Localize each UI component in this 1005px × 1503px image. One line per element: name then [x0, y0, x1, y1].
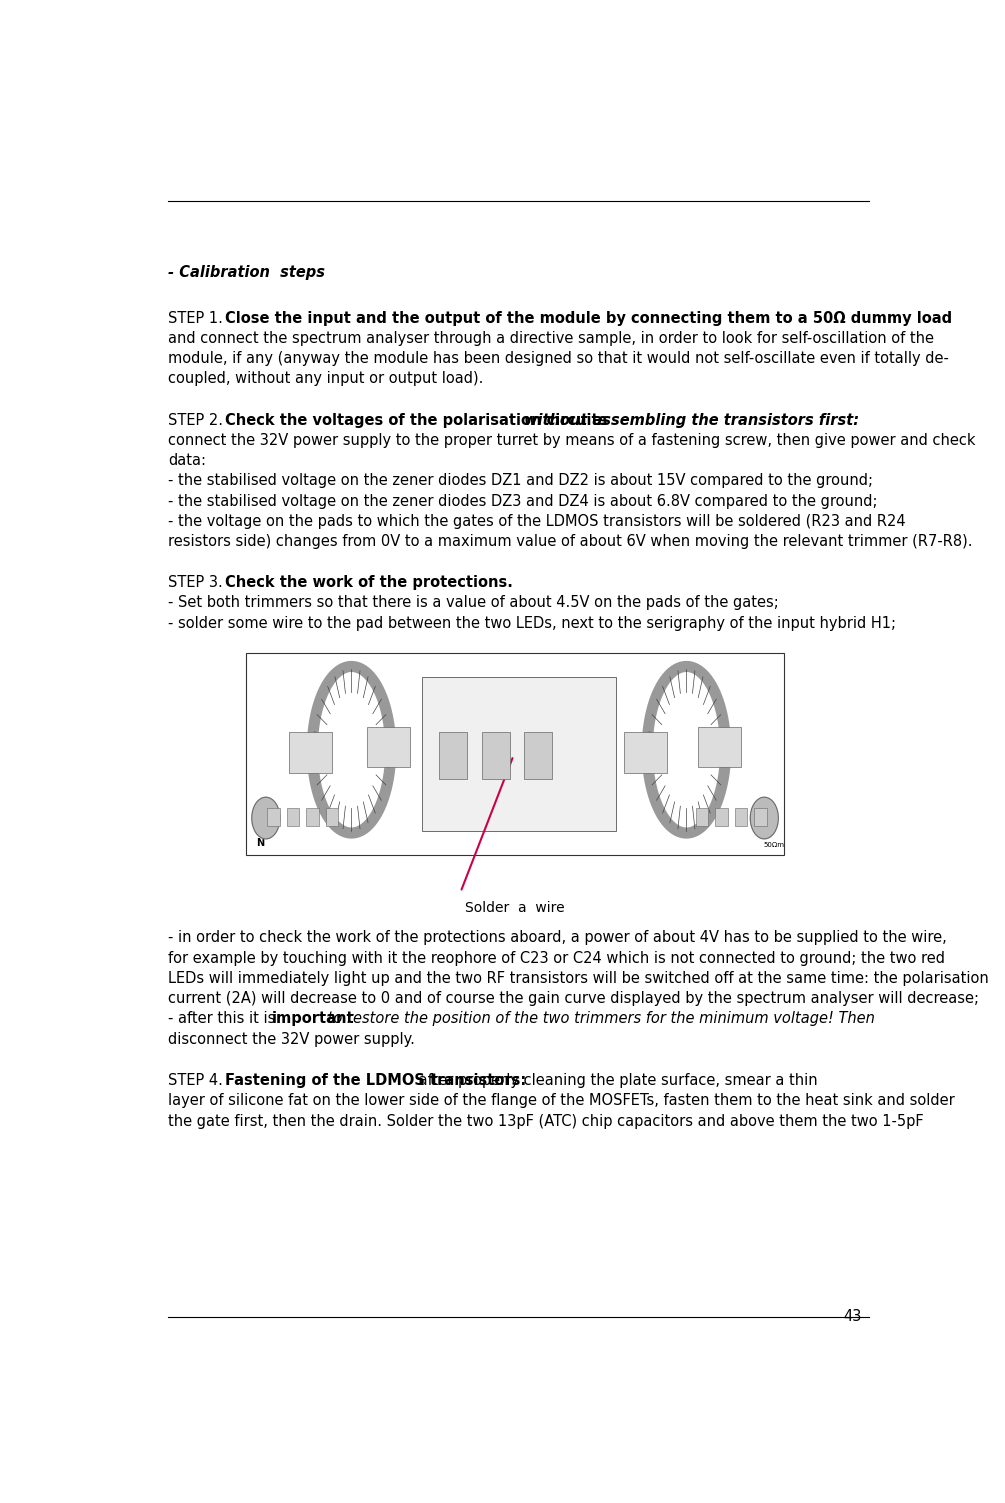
Bar — [624, 732, 667, 773]
Text: to restore the position of the two trimmers for the minimum voltage! Then: to restore the position of the two trimm… — [324, 1012, 875, 1027]
Text: - the stabilised voltage on the zener diodes DZ1 and DZ2 is about 15V compared t: - the stabilised voltage on the zener di… — [169, 473, 873, 488]
Text: coupled, without any input or output load).: coupled, without any input or output loa… — [169, 371, 483, 386]
Bar — [289, 732, 332, 773]
Text: resistors side) changes from 0V to a maximum value of about 6V when moving the r: resistors side) changes from 0V to a max… — [169, 534, 973, 549]
Text: - solder some wire to the pad between the two LEDs, next to the serigraphy of th: - solder some wire to the pad between th… — [169, 616, 896, 631]
Bar — [525, 732, 553, 779]
Bar — [735, 807, 747, 827]
Bar — [439, 732, 466, 779]
Text: UTS1: UTS1 — [298, 742, 304, 758]
Text: important: important — [272, 1012, 355, 1027]
Bar — [754, 807, 767, 827]
Text: - the voltage on the pads to which the gates of the LDMOS transistors will be so: - the voltage on the pads to which the g… — [169, 514, 907, 529]
Text: Close the input and the output of the module by connecting them to a 50Ω dummy l: Close the input and the output of the mo… — [225, 311, 953, 326]
Text: - Calibration  steps: - Calibration steps — [169, 265, 326, 280]
Text: for example by touching with it the reophore of C23 or C24 which is not connecte: for example by touching with it the reop… — [169, 950, 946, 965]
Bar — [481, 732, 510, 779]
Text: without assembling the transistors first:: without assembling the transistors first… — [525, 412, 859, 427]
Text: STEP 2.: STEP 2. — [169, 412, 223, 427]
Text: UTS4: UTS4 — [735, 742, 740, 758]
Text: STEP 4.: STEP 4. — [169, 1073, 223, 1088]
Text: connect the 32V power supply to the proper turret by means of a fastening screw,: connect the 32V power supply to the prop… — [169, 433, 976, 448]
Text: - Set both trimmers so that there is a value of about 4.5V on the pads of the ga: - Set both trimmers so that there is a v… — [169, 595, 779, 610]
Circle shape — [751, 797, 778, 839]
Text: current (2A) will decrease to 0 and of course the gain curve displayed by the sp: current (2A) will decrease to 0 and of c… — [169, 990, 980, 1006]
Text: N: N — [256, 839, 264, 848]
Bar — [267, 807, 279, 827]
Text: - after this it is: - after this it is — [169, 1012, 280, 1027]
Text: layer of silicone fat on the lower side of the flange of the MOSFETs, fasten the: layer of silicone fat on the lower side … — [169, 1094, 955, 1109]
Text: Fastening of the LDMOS transistors:: Fastening of the LDMOS transistors: — [225, 1073, 527, 1088]
Bar — [367, 726, 410, 767]
Bar — [246, 652, 784, 855]
Bar — [716, 807, 728, 827]
Bar — [698, 726, 741, 767]
Text: after properly cleaning the plate surface, smear a thin: after properly cleaning the plate surfac… — [414, 1073, 817, 1088]
Bar — [695, 807, 709, 827]
Text: 43: 43 — [843, 1309, 861, 1324]
Text: Solder  a  wire: Solder a wire — [465, 902, 565, 915]
Bar — [286, 807, 299, 827]
Text: the gate first, then the drain. Solder the two 13pF (ATC) chip capacitors and ab: the gate first, then the drain. Solder t… — [169, 1114, 924, 1129]
Bar — [307, 807, 319, 827]
Text: and connect the spectrum analyser through a directive sample, in order to look f: and connect the spectrum analyser throug… — [169, 331, 935, 346]
Bar — [326, 807, 339, 827]
Text: module, if any (anyway the module has been designed so that it would not self-os: module, if any (anyway the module has be… — [169, 352, 950, 367]
Text: LEDs will immediately light up and the two RF transistors will be switched off a: LEDs will immediately light up and the t… — [169, 971, 989, 986]
Text: - in order to check the work of the protections aboard, a power of about 4V has : - in order to check the work of the prot… — [169, 930, 948, 945]
Text: 50Ωm: 50Ωm — [764, 842, 785, 848]
Text: STEP 1.: STEP 1. — [169, 311, 223, 326]
Bar — [422, 676, 616, 831]
Text: - the stabilised voltage on the zener diodes DZ3 and DZ4 is about 6.8V compared : - the stabilised voltage on the zener di… — [169, 493, 878, 508]
Text: Check the work of the protections.: Check the work of the protections. — [225, 576, 514, 591]
Text: Check the voltages of the polarisation circuits: Check the voltages of the polarisation c… — [225, 412, 613, 427]
Circle shape — [252, 797, 279, 839]
Text: STEP 3.: STEP 3. — [169, 576, 223, 591]
Text: data:: data: — [169, 452, 206, 467]
Text: disconnect the 32V power supply.: disconnect the 32V power supply. — [169, 1031, 415, 1046]
